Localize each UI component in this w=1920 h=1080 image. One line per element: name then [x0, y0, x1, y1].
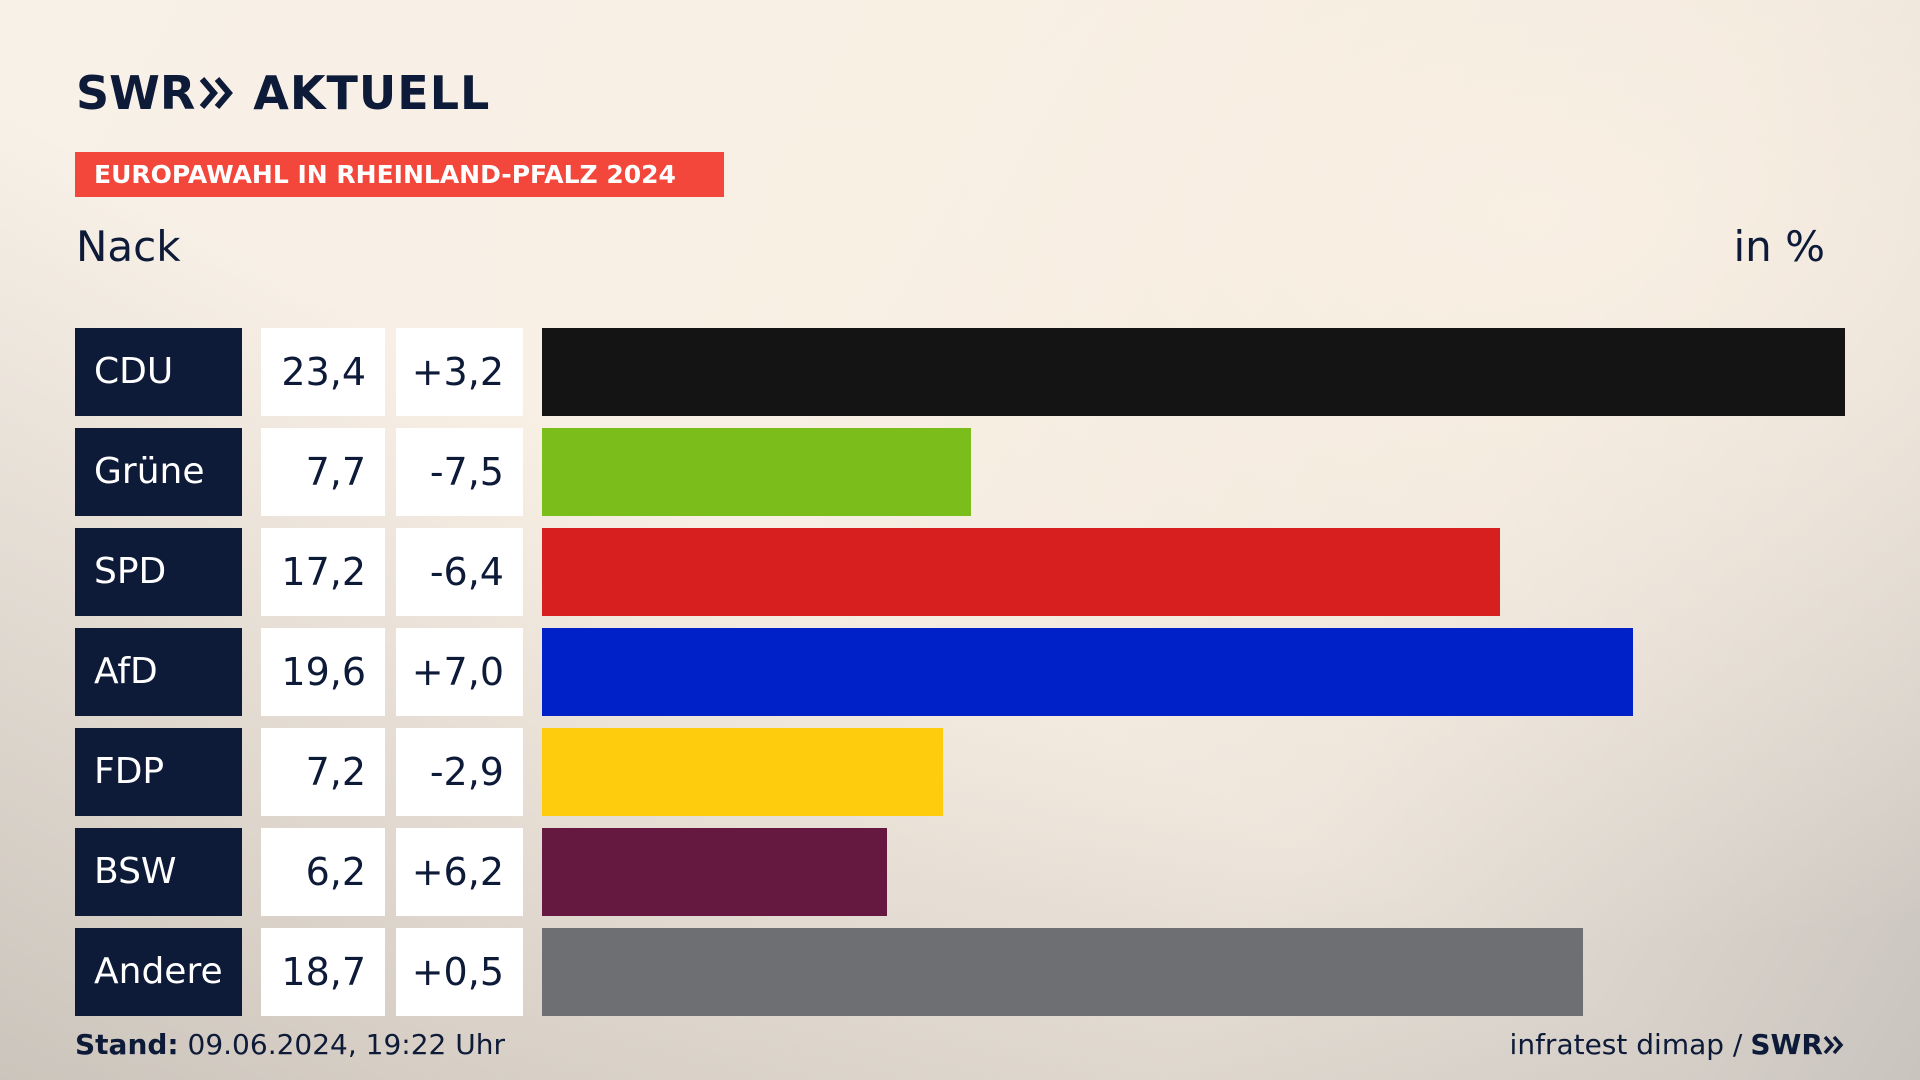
bar-fdp: [542, 728, 943, 816]
small-double-chevron-icon: [1823, 1035, 1844, 1054]
source-credit: infratest dimap / SWR: [1510, 1028, 1845, 1061]
bar-gr-ne: [542, 428, 971, 516]
logo-aktuell-text: AKTUELL: [253, 66, 491, 120]
source-brand: SWR: [1750, 1028, 1823, 1061]
value-label: 17,2: [261, 528, 385, 616]
election-banner: EUROPAWAHL IN RHEINLAND-PFALZ 2024: [75, 152, 724, 197]
party-label: BSW: [75, 828, 242, 916]
diff-label: -2,9: [396, 728, 523, 816]
diff-label: -7,5: [396, 428, 523, 516]
double-chevron-icon: [199, 76, 235, 110]
party-label: Grüne: [75, 428, 242, 516]
party-label: CDU: [75, 328, 242, 416]
chart-subtitle: Nack: [76, 222, 181, 271]
timestamp: Stand: 09.06.2024, 19:22 Uhr: [75, 1028, 505, 1061]
diff-label: +7,0: [396, 628, 523, 716]
value-label: 19,6: [261, 628, 385, 716]
stand-value: 09.06.2024, 19:22 Uhr: [187, 1028, 505, 1061]
swr-small-logo: SWR: [1750, 1028, 1845, 1061]
source-text: infratest dimap /: [1509, 1028, 1743, 1061]
diff-label: +3,2: [396, 328, 523, 416]
unit-label: in %: [1733, 222, 1825, 271]
value-label: 6,2: [261, 828, 385, 916]
party-label: Andere: [75, 928, 242, 1016]
value-label: 7,2: [261, 728, 385, 816]
bar-andere: [542, 928, 1583, 1016]
value-label: 7,7: [261, 428, 385, 516]
bar-bsw: [542, 828, 887, 916]
value-label: 18,7: [261, 928, 385, 1016]
logo-swr-text: SWR: [76, 66, 196, 120]
diff-label: -6,4: [396, 528, 523, 616]
bar-cdu: [542, 328, 1845, 416]
party-label: SPD: [75, 528, 242, 616]
value-label: 23,4: [261, 328, 385, 416]
party-label: FDP: [75, 728, 242, 816]
stand-label: Stand:: [75, 1028, 179, 1061]
bar-spd: [542, 528, 1500, 616]
party-label: AfD: [75, 628, 242, 716]
swr-aktuell-logo: SWR AKTUELL: [76, 66, 490, 120]
diff-label: +6,2: [396, 828, 523, 916]
diff-label: +0,5: [396, 928, 523, 1016]
bar-afd: [542, 628, 1633, 716]
